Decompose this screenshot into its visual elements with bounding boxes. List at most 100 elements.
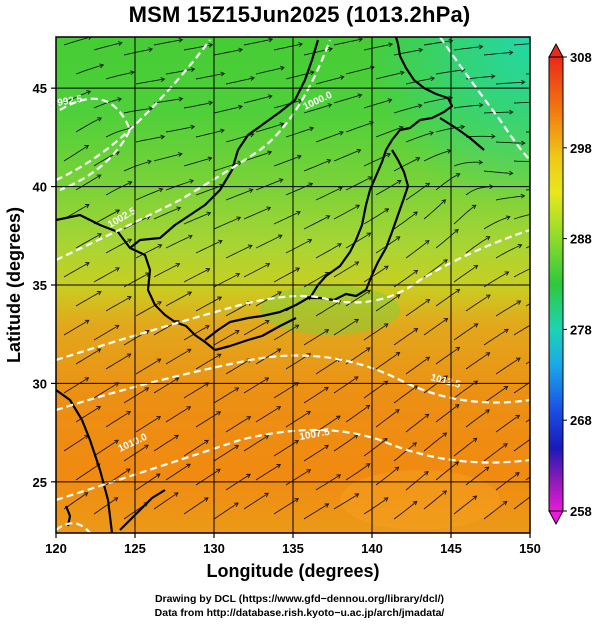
streamline-arrowhead	[84, 262, 90, 267]
streamline	[75, 348, 101, 365]
streamline-arrowhead	[235, 272, 241, 278]
streamline	[153, 435, 179, 452]
streamline-arrowhead	[443, 375, 448, 380]
streamline-arrowhead	[356, 148, 362, 154]
streamline-arrowhead	[382, 438, 388, 443]
streamline-arrowhead	[491, 134, 496, 139]
streamline-arrowhead	[358, 37, 364, 43]
streamline-arrowhead	[365, 463, 371, 468]
x-tick-label: 120	[45, 541, 67, 556]
streamline	[453, 204, 477, 225]
streamline-arrowhead	[455, 346, 461, 352]
streamline	[315, 76, 344, 85]
streamline-arrowhead	[490, 73, 496, 79]
streamline-arrowhead	[516, 300, 522, 305]
streamline-arrowhead	[96, 348, 102, 353]
streamline-arrowhead	[204, 439, 209, 445]
streamline	[183, 44, 213, 51]
streamline-arrowhead	[484, 466, 490, 472]
streamline-arrowhead	[366, 232, 372, 237]
streamline	[495, 472, 520, 491]
streamline	[315, 131, 344, 143]
streamline	[405, 77, 435, 85]
streamline-arrowhead	[337, 243, 342, 248]
streamline-arrowhead	[96, 406, 102, 411]
streamline	[315, 300, 341, 317]
streamline-arrowhead	[276, 464, 282, 469]
streamline	[225, 189, 253, 201]
streamline	[333, 149, 361, 162]
streamline-arrowhead	[127, 181, 133, 186]
streamline	[123, 387, 149, 404]
streamline	[363, 43, 393, 51]
streamline	[285, 127, 314, 138]
streamline-arrowhead	[208, 100, 214, 106]
streamline-arrowhead	[97, 233, 102, 238]
streamline	[213, 387, 239, 404]
streamline	[105, 181, 132, 196]
streamline	[93, 42, 123, 51]
streamline	[135, 188, 163, 201]
streamline-arrowhead	[208, 42, 214, 48]
streamline	[423, 375, 448, 394]
streamline-arrowhead	[473, 265, 479, 270]
streamline-arrowhead	[294, 498, 300, 503]
streamline	[363, 208, 389, 225]
streamline-arrowhead	[396, 180, 402, 185]
streamline-arrowhead	[295, 267, 301, 272]
streamline-arrowhead	[395, 294, 401, 299]
streamline-arrowhead	[217, 239, 223, 245]
streamline	[273, 382, 299, 399]
y-axis: 25 30 35 40 45	[33, 81, 56, 490]
streamline	[213, 48, 243, 56]
streamline	[195, 296, 222, 312]
streamline-arrowhead	[158, 187, 164, 193]
streamline-arrowhead	[394, 466, 400, 472]
streamline-arrowhead	[236, 216, 242, 221]
streamline-arrowhead	[504, 271, 510, 276]
streamline	[123, 107, 153, 114]
streamline	[513, 438, 530, 452]
streamline-arrowhead	[115, 267, 120, 272]
streamline-arrowhead	[413, 269, 419, 275]
streamline	[213, 105, 243, 114]
streamline	[495, 81, 525, 85]
streamline-arrowhead	[454, 228, 459, 234]
streamline	[75, 291, 102, 307]
streamline	[465, 409, 490, 428]
streamline-arrowhead	[220, 71, 226, 77]
streamline-arrowhead	[429, 131, 435, 136]
streamline-arrowhead	[520, 193, 526, 199]
streamline-arrowhead	[357, 93, 363, 99]
streamline	[345, 405, 370, 423]
streamline-arrowhead	[538, 210, 542, 214]
streamline-arrowhead	[503, 443, 508, 448]
streamline	[135, 78, 165, 85]
streamline-arrowhead	[83, 492, 89, 497]
streamline-arrowhead	[178, 37, 184, 43]
streamline	[513, 101, 530, 104]
streamline-arrowhead	[539, 159, 543, 163]
streamline	[63, 492, 88, 510]
streamline-arrowhead	[84, 319, 90, 325]
streamline-arrowhead	[205, 268, 211, 273]
streamline	[165, 348, 192, 365]
streamline-arrowhead	[455, 173, 461, 178]
streamline	[135, 416, 161, 433]
streamline-arrowhead	[472, 495, 478, 501]
streamline-arrowhead	[309, 70, 315, 76]
streamline-arrowhead	[247, 244, 253, 249]
streamline-arrowhead	[473, 323, 479, 328]
streamline-arrowhead	[306, 469, 312, 474]
streamline	[393, 157, 420, 172]
streamline	[225, 416, 251, 433]
streamline-arrowhead	[430, 76, 436, 82]
streamline	[393, 270, 418, 288]
streamline	[213, 445, 239, 462]
streamline	[363, 323, 389, 341]
streamline	[333, 261, 359, 278]
streamline-arrowhead	[280, 65, 285, 71]
streamline	[195, 353, 222, 370]
streamline-arrowhead	[485, 409, 490, 414]
streamline	[435, 289, 460, 307]
